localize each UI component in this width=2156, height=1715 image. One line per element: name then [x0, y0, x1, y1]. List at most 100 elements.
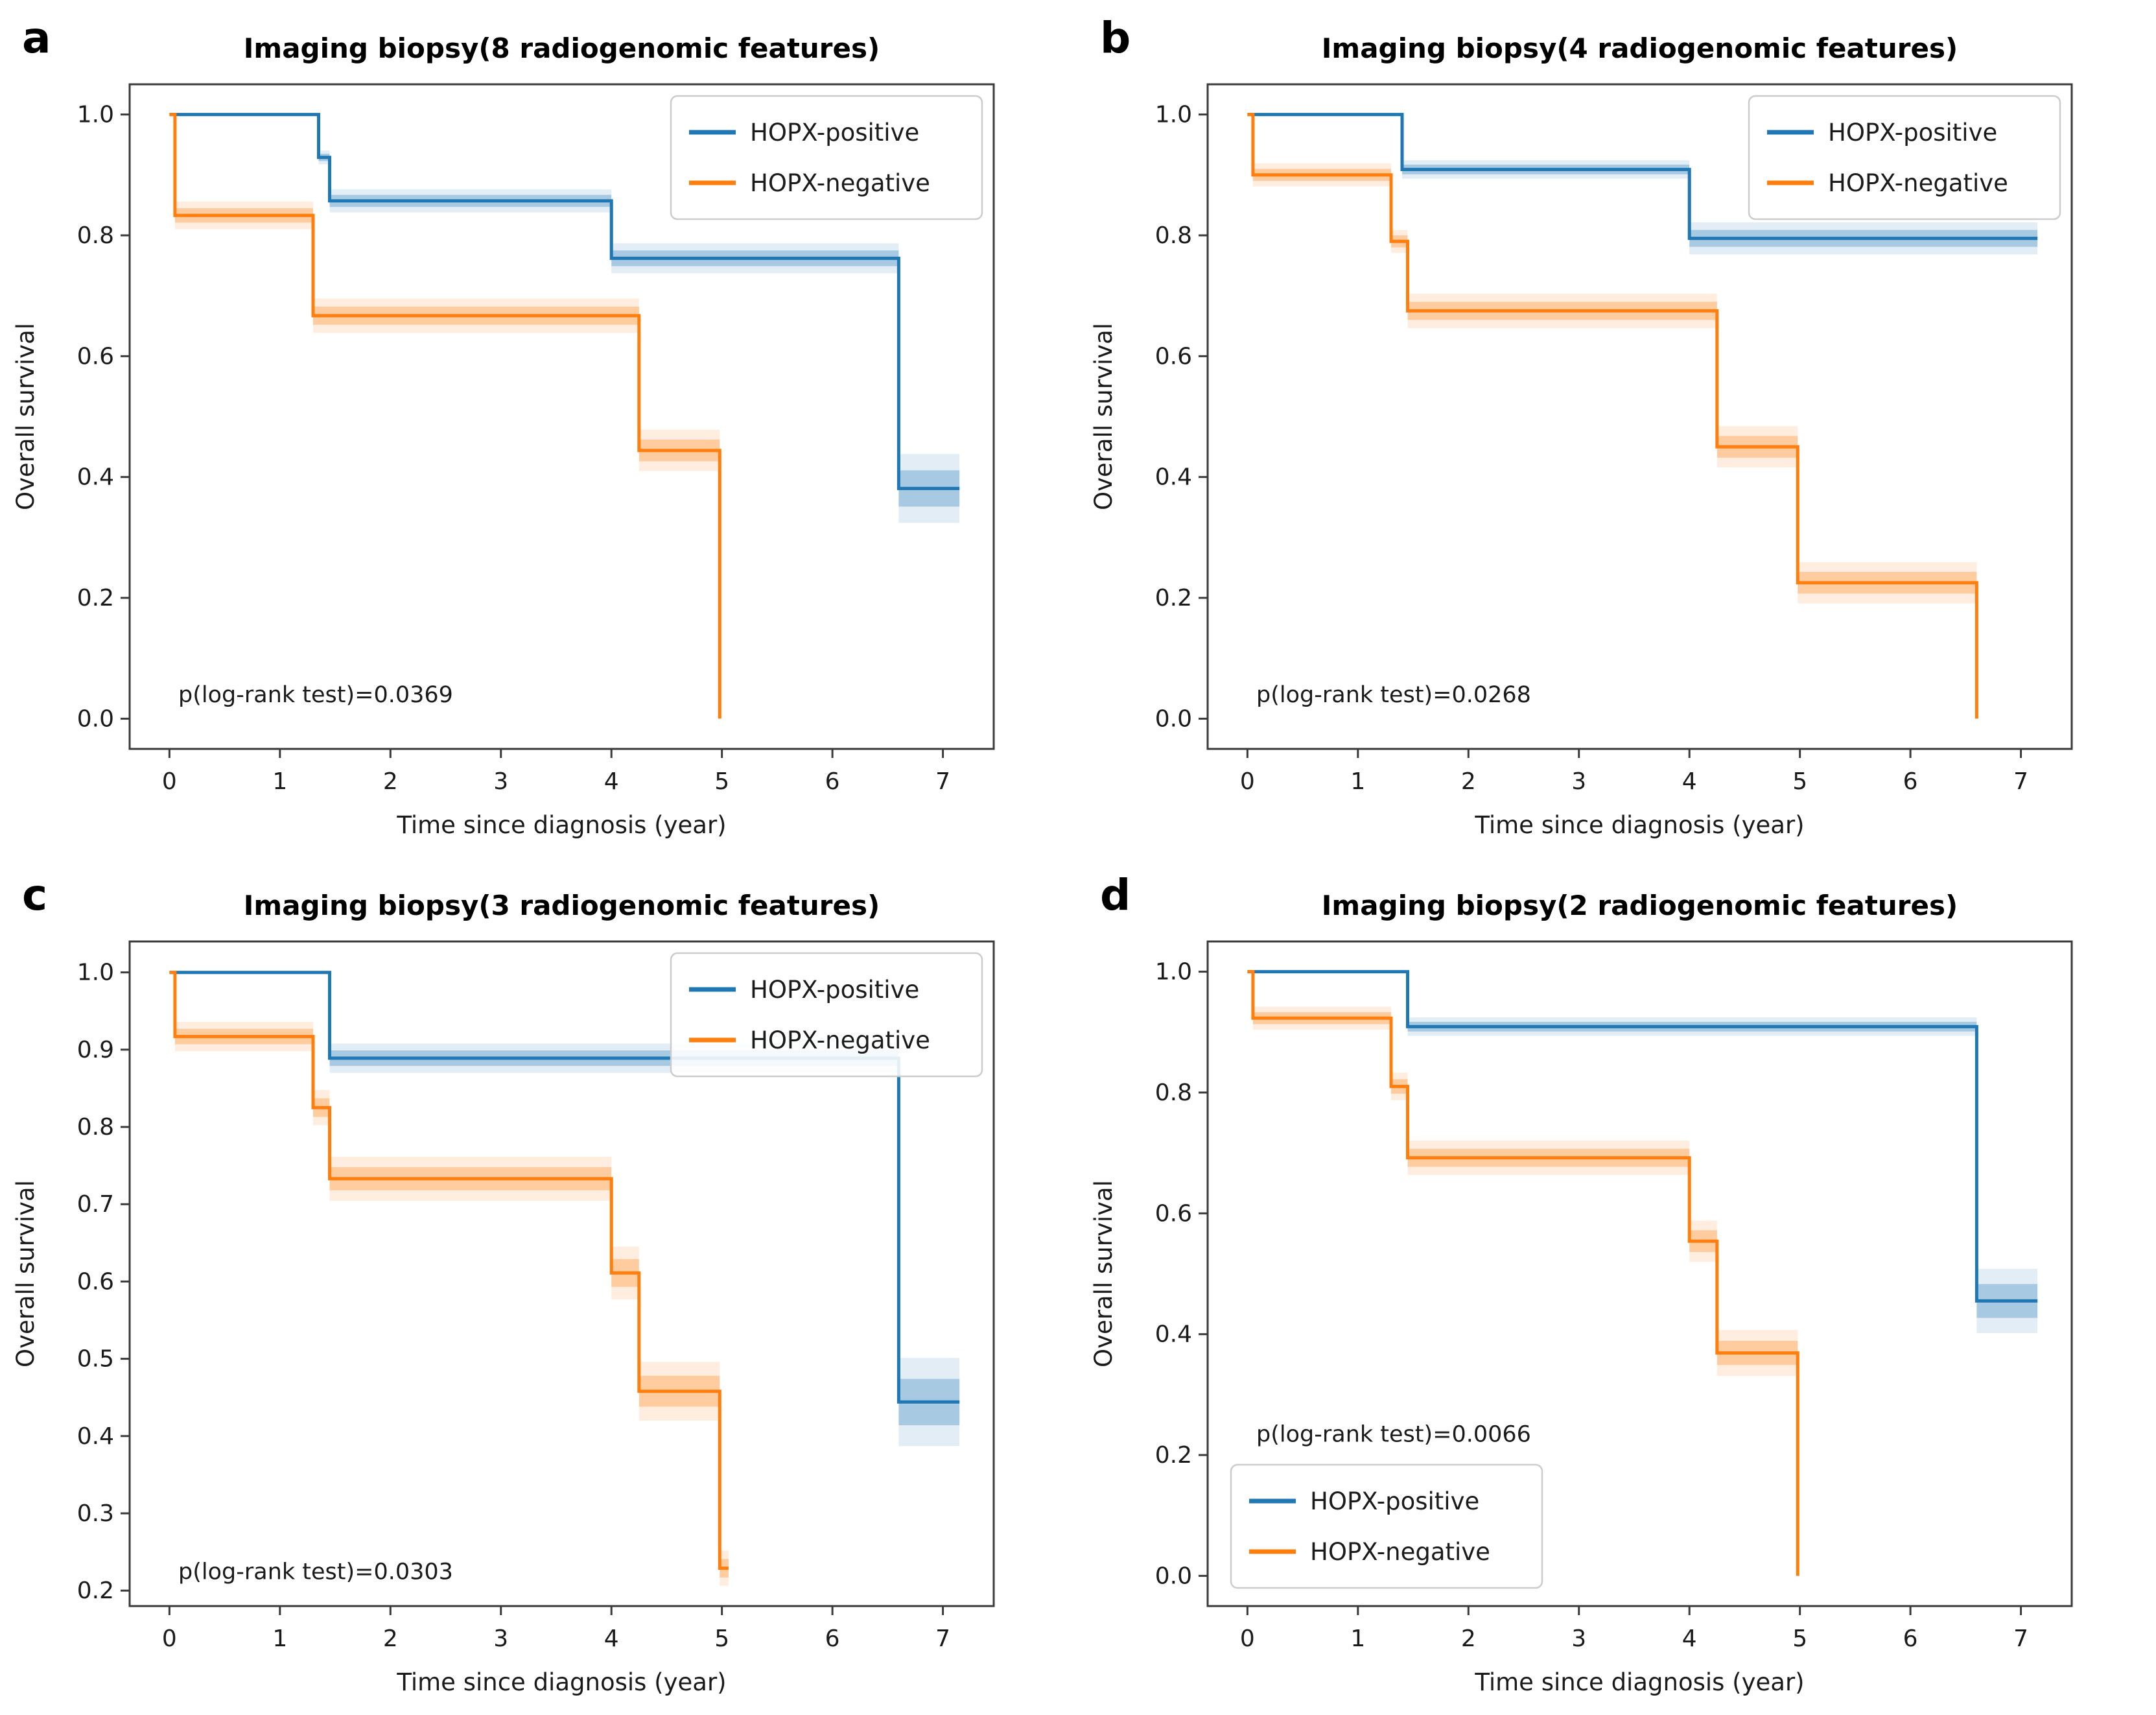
legend: HOPX-positive HOPX-negative	[670, 952, 983, 1078]
panel-b: b Imaging biopsy(4 radiogenomic features…	[1078, 0, 2156, 857]
legend-label: HOPX-positive	[750, 119, 919, 147]
x-tick-label: 4	[1682, 1626, 1697, 1652]
panel-label-c: c	[22, 870, 48, 920]
y-tick-label: 0.8	[1155, 222, 1192, 249]
hopx-positive-curve	[169, 113, 960, 490]
x-tick-label: 1	[1350, 1626, 1365, 1652]
legend-label: HOPX-positive	[1310, 1487, 1479, 1515]
y-tick-label: 1.0	[1155, 959, 1192, 986]
y-tick-label: 0.6	[77, 343, 114, 370]
x-axis-label: Time since diagnosis (year)	[396, 811, 726, 839]
x-axis: 0 1 2 3 4 5 6 7	[162, 749, 950, 795]
x-tick-label: 1	[272, 1626, 287, 1652]
y-axis: 0.2 0.3 0.4 0.5 0.6 0.7 0.8 0.9 1.0	[77, 960, 130, 1604]
x-tick-label: 2	[1461, 1626, 1476, 1652]
panel-d: d Imaging biopsy(2 radiogenomic features…	[1078, 857, 2156, 1715]
km-plot-a: 0 1 2 3 4 5 6 7 0.0 0.2 0.4 0.6 0.8 1.0 Time since dia…	[0, 0, 1078, 857]
y-tick-label: 0.0	[1155, 705, 1192, 732]
y-tick-label: 1.0	[77, 960, 114, 986]
legend-label: HOPX-positive	[1828, 119, 1997, 147]
x-tick-label: 6	[1903, 1626, 1918, 1652]
x-tick-label: 4	[604, 1626, 619, 1652]
km-plot-c: 0 1 2 3 4 5 6 7 0.2 0.3 0.4 0.5 0.6 0.7 0.8 0.9 1.0 Time …	[0, 857, 1078, 1714]
km-chart: 0 1 2 3 4 5 6 7 0.0 0.2 0.4 0.6 0.8 1.0 Time since dia…	[1090, 940, 2073, 1696]
panel-title-c: Imaging biopsy(3 radiogenomic features)	[243, 890, 880, 921]
x-tick-label: 5	[1792, 1626, 1807, 1652]
x-tick-label: 5	[1792, 768, 1807, 795]
panel-title-d: Imaging biopsy(2 radiogenomic features)	[1321, 890, 1958, 921]
p-value-text: p(log-rank test)=0.0066	[1256, 1421, 1531, 1447]
x-tick-label: 2	[1461, 768, 1476, 795]
x-tick-label: 6	[1903, 768, 1918, 795]
legend: HOPX-positive HOPX-negative	[670, 95, 983, 220]
y-axis: 0.0 0.2 0.4 0.6 0.8 1.0	[77, 102, 130, 732]
y-tick-label: 0.4	[1155, 464, 1192, 491]
y-tick-label: 0.8	[1155, 1080, 1192, 1106]
y-axis-label: Overall survival	[1090, 1180, 1118, 1367]
panel-a: a Imaging biopsy(8 radiogenomic features…	[0, 0, 1078, 857]
y-tick-label: 0.6	[1155, 1200, 1192, 1227]
hopx-negative-curve	[169, 971, 729, 1570]
y-tick-label: 0.0	[1155, 1563, 1192, 1589]
legend-label: HOPX-negative	[1828, 169, 2008, 197]
p-value-text: p(log-rank test)=0.0369	[178, 682, 453, 708]
panel-c: c Imaging biopsy(3 radiogenomic features…	[0, 857, 1078, 1715]
hopx-negative-curve	[1247, 970, 1799, 1576]
km-chart: 0 1 2 3 4 5 6 7 0.0 0.2 0.4 0.6 0.8 1.0 Time since dia…	[12, 83, 995, 839]
y-tick-label: 0.6	[1155, 343, 1192, 370]
x-tick-label: 6	[825, 768, 840, 795]
x-tick-label: 4	[1682, 768, 1697, 795]
x-tick-label: 5	[714, 1626, 729, 1652]
y-tick-label: 0.6	[77, 1268, 114, 1295]
legend-box	[1748, 95, 2061, 220]
x-tick-label: 3	[1571, 768, 1586, 795]
panel-label-a: a	[22, 13, 51, 63]
km-chart: 0 1 2 3 4 5 6 7 0.2 0.3 0.4 0.5 0.6 0.7 0.8 0.9 1.0 Time …	[12, 940, 995, 1696]
y-tick-label: 0.4	[1155, 1321, 1192, 1348]
km-plot-b: 0 1 2 3 4 5 6 7 0.0 0.2 0.4 0.6 0.8 1.0 Time since dia…	[1078, 0, 2156, 857]
y-tick-label: 0.4	[77, 464, 114, 491]
panel-label-b: b	[1100, 13, 1131, 63]
x-tick-label: 1	[1350, 768, 1365, 795]
x-tick-label: 1	[272, 768, 287, 795]
hopx-positive-curve	[169, 971, 960, 1404]
x-axis: 0 1 2 3 4 5 6 7	[162, 1606, 950, 1652]
x-tick-label: 3	[493, 1626, 508, 1652]
hopx-positive-confidence-band	[1407, 1017, 2038, 1334]
y-axis: 0.0 0.2 0.4 0.6 0.8 1.0	[1155, 102, 1208, 732]
legend: HOPX-positive HOPX-negative	[1748, 95, 2061, 220]
x-tick-label: 7	[935, 768, 950, 795]
legend-label: HOPX-negative	[750, 169, 930, 197]
y-tick-label: 0.2	[77, 585, 114, 611]
x-tick-label: 0	[1240, 1626, 1255, 1652]
x-tick-label: 2	[383, 768, 398, 795]
y-tick-label: 0.2	[1155, 585, 1192, 611]
x-tick-label: 2	[383, 1626, 398, 1652]
x-axis: 0 1 2 3 4 5 6 7	[1240, 749, 2028, 795]
y-tick-label: 0.0	[77, 705, 114, 732]
p-value-text: p(log-rank test)=0.0303	[178, 1559, 453, 1585]
legend-label: HOPX-negative	[750, 1026, 930, 1054]
axes-spines	[128, 83, 995, 750]
hopx-negative-curve	[169, 113, 721, 719]
x-axis-label: Time since diagnosis (year)	[1474, 1668, 1804, 1696]
x-tick-label: 0	[1240, 768, 1255, 795]
x-tick-label: 4	[604, 768, 619, 795]
x-tick-label: 0	[162, 1626, 177, 1652]
legend: HOPX-positive HOPX-negative	[1230, 1463, 1543, 1589]
legend-label: HOPX-negative	[1310, 1538, 1490, 1566]
x-tick-label: 3	[493, 768, 508, 795]
hopx-negative-confidence-band	[174, 1021, 729, 1586]
hopx-positive-curve	[1247, 113, 2038, 241]
y-tick-label: 0.8	[77, 222, 114, 249]
y-tick-label: 0.3	[77, 1500, 114, 1527]
y-axis-label: Overall survival	[12, 323, 40, 510]
x-tick-label: 7	[2013, 1626, 2028, 1652]
y-tick-label: 0.7	[77, 1191, 114, 1218]
legend-box	[670, 952, 983, 1078]
legend-box	[1230, 1463, 1543, 1589]
legend-box	[670, 95, 983, 220]
x-axis-label: Time since diagnosis (year)	[396, 1668, 726, 1696]
axes-spines	[1206, 940, 2073, 1607]
